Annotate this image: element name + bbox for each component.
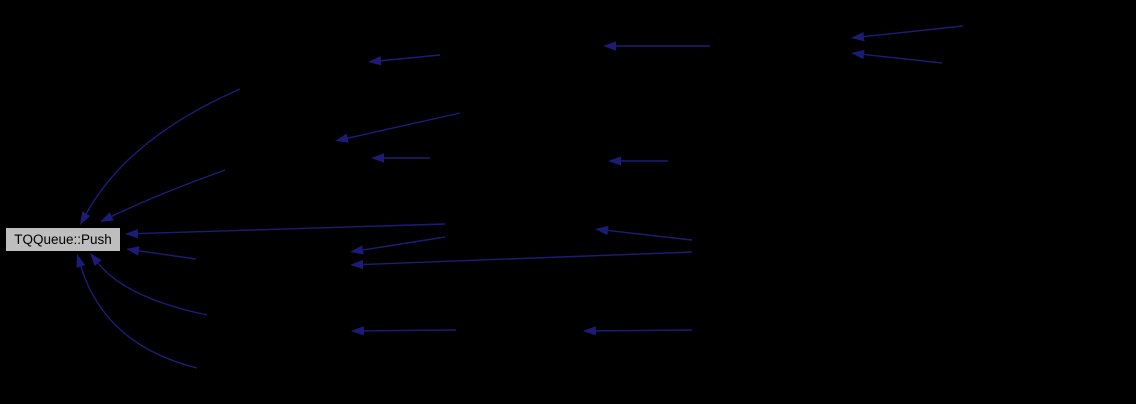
- graph-edge-arrowhead-icon: [595, 225, 609, 236]
- graph-edge-arrowhead-icon: [80, 211, 91, 225]
- graph-edge: [347, 112, 461, 139]
- graph-edge: [595, 329, 693, 332]
- graph-edge: [97, 262, 208, 316]
- graph-edge: [863, 53, 943, 64]
- graph-edge-arrowhead-icon: [368, 56, 382, 66]
- graph-edge-arrowhead-icon: [603, 41, 616, 51]
- graph-edge-arrowhead-icon: [583, 326, 597, 336]
- graph-edge-arrowhead-icon: [371, 153, 384, 163]
- graph-edge-arrowhead-icon: [100, 212, 114, 222]
- graph-edge: [85, 88, 241, 214]
- node-tqqueue-push: TQQueue::Push: [5, 227, 121, 252]
- graph-edge-arrowhead-icon: [350, 259, 364, 270]
- graph-edge-arrowhead-icon: [608, 156, 621, 166]
- graph-edge-arrowhead-icon: [126, 246, 140, 256]
- graph-edge: [80, 266, 198, 369]
- graph-edge-arrowhead-icon: [851, 49, 865, 59]
- graph-edge-arrowhead-icon: [350, 245, 364, 255]
- graph-edge: [863, 25, 964, 38]
- graph-edge-arrowhead-icon: [335, 133, 349, 143]
- graph-edge-arrowhead-icon: [851, 32, 865, 42]
- graph-edge-arrowhead-icon: [76, 254, 86, 268]
- graph-edge: [138, 250, 197, 260]
- graph-edge: [362, 236, 446, 251]
- graph-edge: [111, 169, 226, 217]
- graph-edge-arrowhead-icon: [125, 228, 139, 239]
- graph-edge: [380, 54, 441, 62]
- graph-edge-arrowhead-icon: [351, 326, 365, 336]
- graph-edge-arrowhead-icon: [90, 253, 102, 267]
- graph-edge: [607, 229, 693, 241]
- graph-edge: [363, 329, 457, 332]
- graph-edge: [137, 223, 446, 235]
- graph-edge: [362, 251, 693, 266]
